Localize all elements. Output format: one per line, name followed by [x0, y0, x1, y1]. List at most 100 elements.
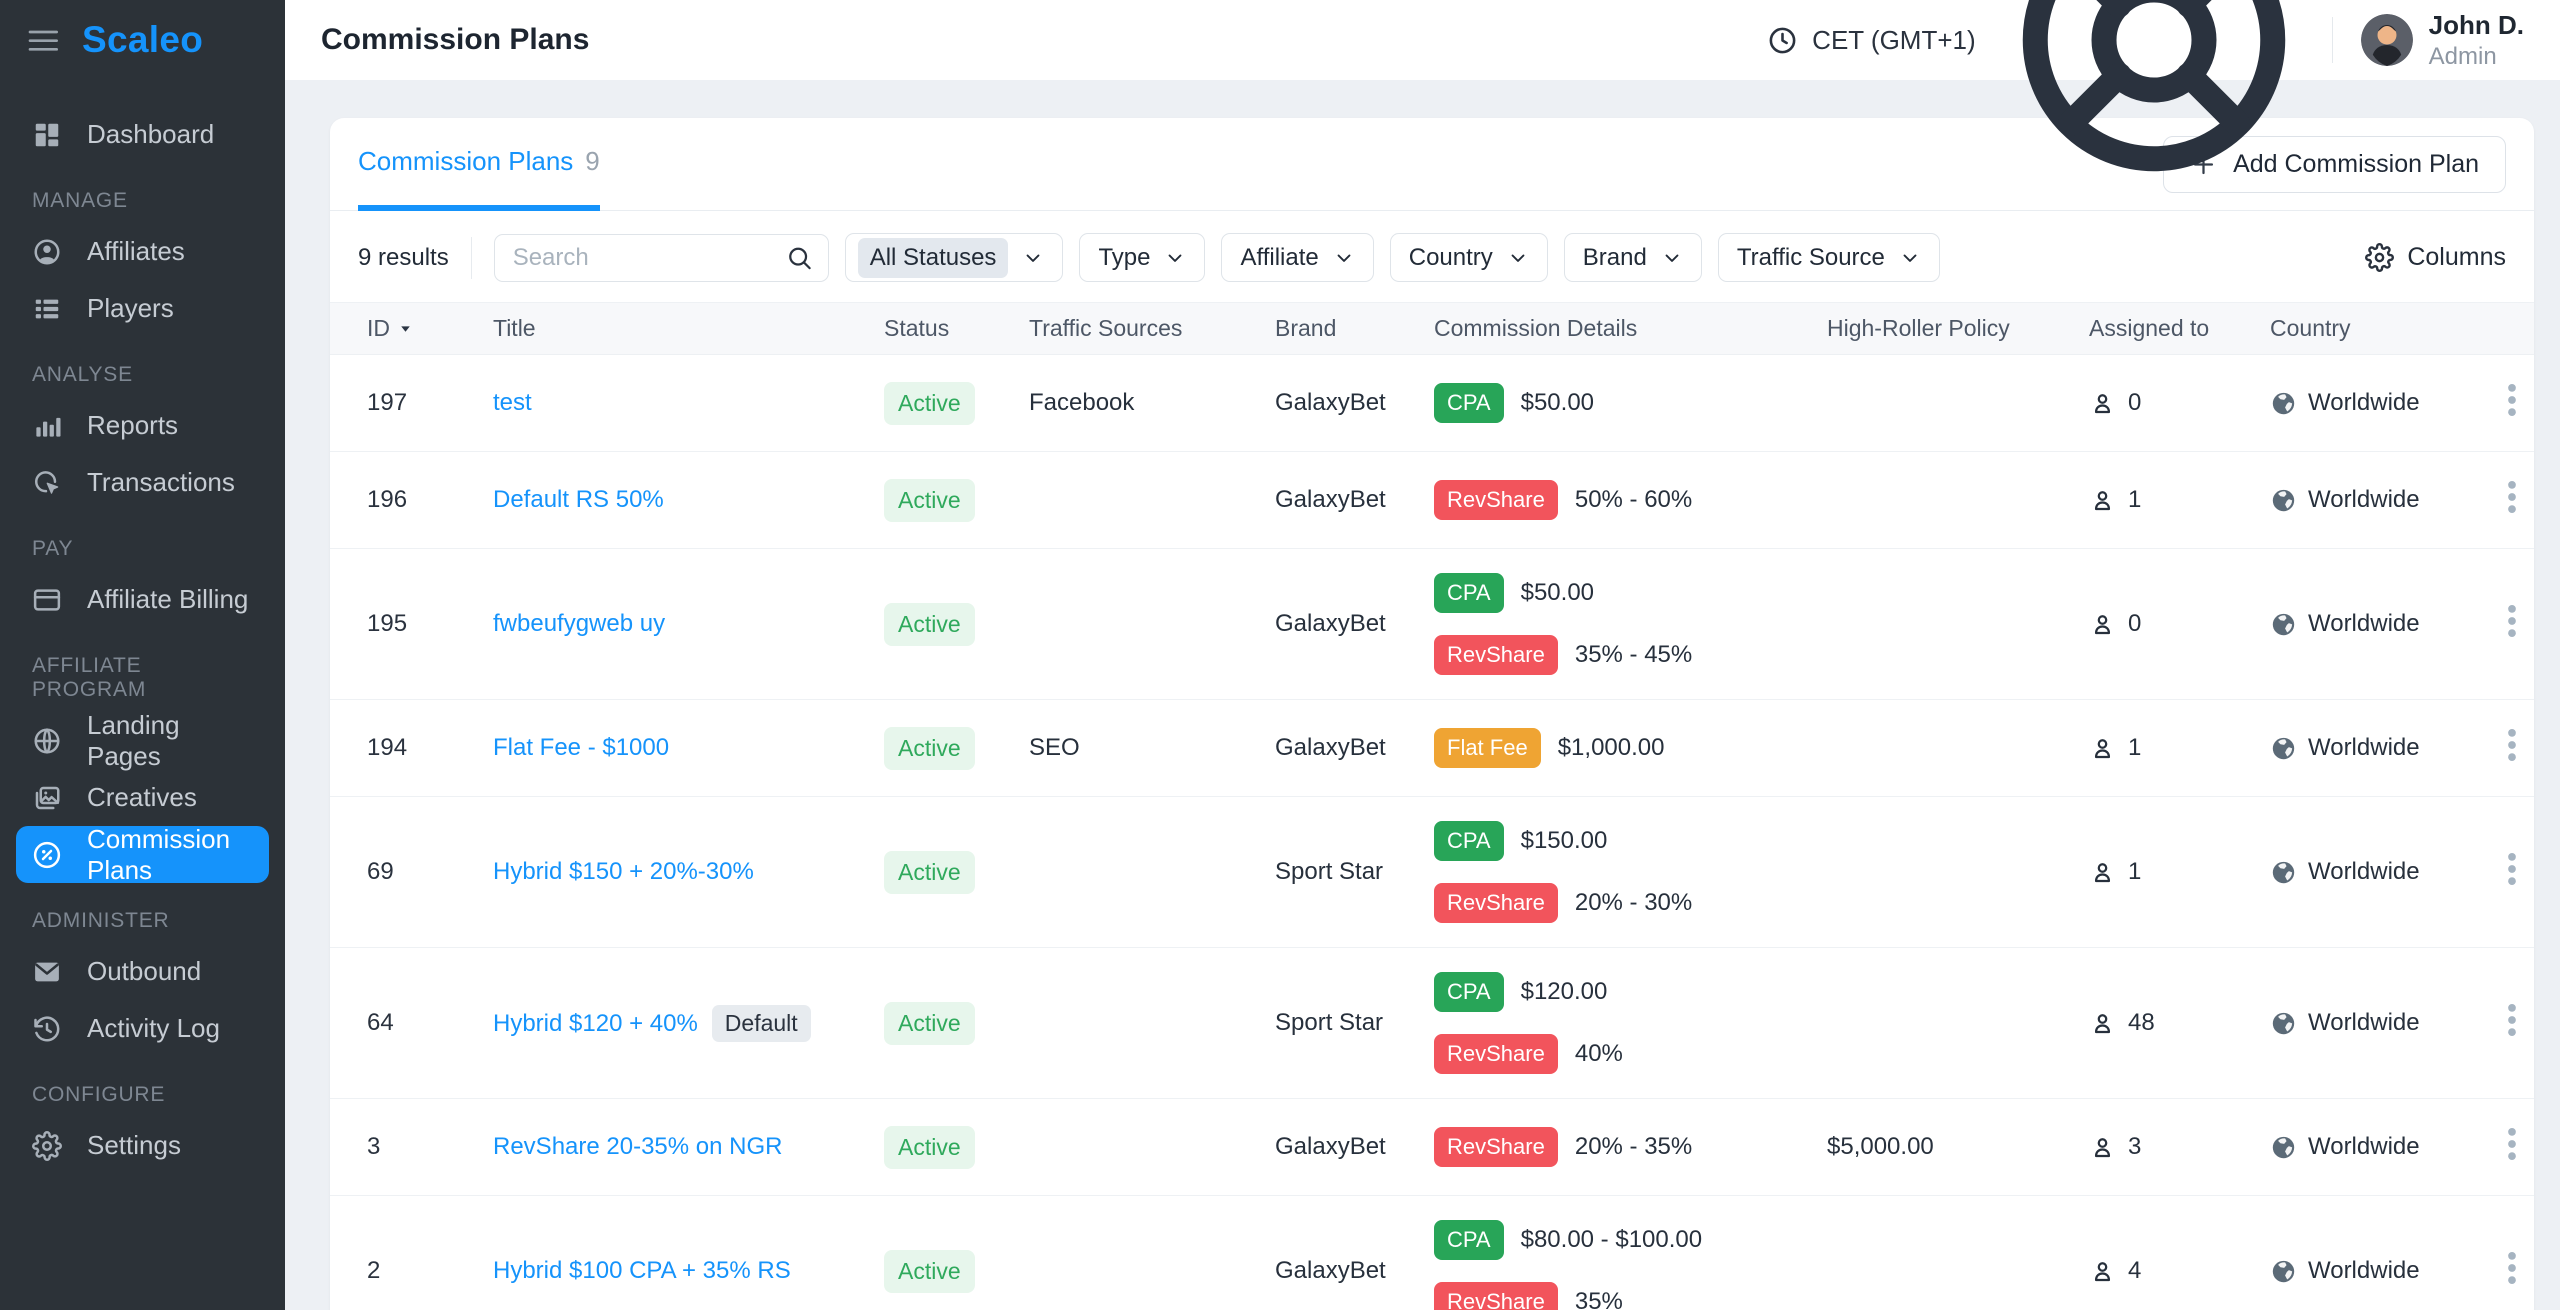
commission-entry: RevShare 35% — [1434, 1282, 1827, 1310]
sidebar-item-label: Outbound — [87, 956, 202, 986]
sidebar-item-creatives[interactable]: Creatives — [0, 769, 285, 826]
filter-country[interactable]: Country — [1389, 233, 1548, 282]
plan-title-link[interactable]: Flat Fee - $1000 — [493, 734, 670, 761]
commission-value: $50.00 — [1520, 579, 1595, 606]
commission-type-badge: RevShare — [1434, 1282, 1558, 1310]
filter-type[interactable]: Type — [1079, 233, 1206, 282]
column-header-high-roller-policy: High-Roller Policy — [1827, 315, 2089, 342]
kebab-icon — [2490, 1119, 2534, 1169]
cell-brand: GalaxyBet — [1275, 610, 1386, 637]
commission-value: 35% — [1574, 1288, 1623, 1310]
brand-logo: Scaleo — [82, 19, 204, 60]
sidebar-item-transactions[interactable]: Transactions — [0, 454, 285, 511]
cell-id: 195 — [367, 610, 408, 637]
nav-section-heading: AFFILIATE PROGRAM — [32, 654, 147, 701]
column-header-label: High-Roller Policy — [1827, 315, 2010, 341]
plan-title-link[interactable]: Default RS 50% — [493, 486, 664, 513]
row-actions-menu[interactable] — [2490, 472, 2534, 522]
chevron-down-icon — [1661, 247, 1683, 269]
table-row: 2 Hybrid $100 CPA + 35% RS Active GalaxyBet… — [330, 1196, 2534, 1310]
menu-toggle-button[interactable] — [26, 24, 58, 56]
topbar-divider — [2331, 17, 2333, 63]
column-header-traffic-sources: Traffic Sources — [1029, 315, 1275, 342]
row-actions-menu[interactable] — [2490, 844, 2534, 894]
cell-id: 2 — [367, 1257, 381, 1284]
cell-status: Active — [884, 850, 1029, 894]
column-header-id[interactable]: ID — [367, 315, 493, 342]
sidebar-item-landing-pages[interactable]: Landing Pages — [0, 710, 285, 771]
kebab-icon — [2490, 844, 2534, 894]
chevron-down-icon — [1899, 247, 1921, 269]
status-badge: Active — [884, 726, 975, 770]
assigned-count: 4 — [2128, 1257, 2142, 1284]
add-commission-plan-button[interactable]: Add Commission Plan — [2163, 135, 2506, 193]
columns-button[interactable]: Columns — [2365, 243, 2506, 272]
plan-title-link[interactable]: RevShare 20-35% on NGR — [493, 1133, 783, 1160]
timezone-button[interactable]: CET (GMT+1) — [1767, 24, 1976, 56]
row-actions-menu[interactable] — [2490, 1119, 2534, 1169]
sidebar-item-dashboard[interactable]: Dashboard — [0, 106, 285, 163]
plan-title-link[interactable]: Hybrid $150 + 20%-30% — [493, 858, 754, 885]
row-actions-menu[interactable] — [2490, 596, 2534, 646]
commission-type-badge: CPA — [1434, 821, 1504, 861]
cell-status: Active — [884, 381, 1029, 425]
assigned-count: 0 — [2128, 389, 2142, 416]
search-icon[interactable] — [786, 244, 813, 271]
commission-value: 35% - 45% — [1574, 641, 1693, 668]
cell-commission-details: Flat Fee $1,000.00 — [1434, 704, 1827, 792]
assigned-count: 48 — [2128, 1009, 2155, 1036]
cell-assigned-to: 3 — [2089, 1133, 2270, 1161]
cell-actions — [2490, 472, 2534, 529]
filter-all-statuses[interactable]: All Statuses — [844, 233, 1064, 282]
commission-entry: CPA $50.00 — [1434, 573, 1827, 613]
hamburger-icon — [26, 24, 58, 56]
person-icon — [2089, 1134, 2116, 1161]
filter-affiliate[interactable]: Affiliate — [1221, 233, 1374, 282]
sidebar-item-reports[interactable]: Reports — [0, 397, 285, 454]
column-header-label: Brand — [1275, 315, 1337, 341]
user-menu[interactable]: John D. Admin — [2360, 9, 2524, 71]
cell-status: Active — [884, 1001, 1029, 1045]
commission-entry: CPA $50.00 — [1434, 383, 1827, 423]
sidebar-item-commission-plans[interactable]: Commission Plans — [16, 824, 269, 885]
cell-commission-details: CPA $50.00 — [1434, 359, 1827, 447]
sidebar-item-affiliate-billing[interactable]: Affiliate Billing — [0, 571, 285, 628]
row-actions-menu[interactable] — [2490, 995, 2534, 1045]
sidebar-item-affiliates[interactable]: Affiliates — [0, 223, 285, 280]
sidebar-item-label: Creatives — [87, 782, 197, 812]
sidebar-item-settings[interactable]: Settings — [0, 1117, 285, 1174]
sidebar-item-label: Settings — [87, 1130, 181, 1160]
row-actions-menu[interactable] — [2490, 720, 2534, 770]
globe-filled-icon — [2270, 1010, 2297, 1037]
help-icon — [2004, 0, 2304, 190]
cell-id: 69 — [367, 858, 394, 885]
sidebar-item-players[interactable]: Players — [0, 280, 285, 337]
help-button[interactable] — [2004, 0, 2304, 190]
plan-title-link[interactable]: test — [493, 389, 532, 416]
tab-commission-plans[interactable]: Commission Plans 9 — [358, 119, 600, 211]
row-actions-menu[interactable] — [2490, 1243, 2534, 1293]
globe-icon — [32, 726, 62, 756]
status-badge: Active — [884, 850, 975, 894]
plan-title-link[interactable]: Hybrid $100 CPA + 35% RS — [493, 1257, 791, 1284]
plan-title-link[interactable]: Hybrid $120 + 40% — [493, 1009, 698, 1037]
plan-title-link[interactable]: fwbeufygweb uy — [493, 610, 666, 637]
row-actions-menu[interactable] — [2490, 375, 2534, 425]
cell-title: Default RS 50% — [493, 486, 884, 514]
person-icon — [2089, 487, 2116, 514]
cell-id: 196 — [367, 486, 408, 513]
table-row: 197 test Active Facebook GalaxyBet CPA $50.00 0… — [330, 355, 2534, 452]
cell-assigned-to: 1 — [2089, 486, 2270, 514]
cell-high-roller-policy: $5,000.00 — [1827, 1133, 1934, 1160]
cell-brand: GalaxyBet — [1275, 1257, 1386, 1284]
user-name: John D. — [2428, 9, 2524, 40]
filter-label: Affiliate — [1240, 243, 1319, 271]
search-input[interactable] — [493, 233, 829, 282]
timezone-label: CET (GMT+1) — [1812, 24, 1976, 55]
filter-traffic-source[interactable]: Traffic Source — [1717, 233, 1940, 282]
country-label: Worldwide — [2308, 734, 2420, 761]
sidebar-item-activity-log[interactable]: Activity Log — [0, 1000, 285, 1057]
sidebar-item-outbound[interactable]: Outbound — [0, 943, 285, 1000]
commission-plans-card: Commission Plans 9 Add Commission Plan 9… — [330, 118, 2534, 1310]
filter-brand[interactable]: Brand — [1563, 233, 1702, 282]
